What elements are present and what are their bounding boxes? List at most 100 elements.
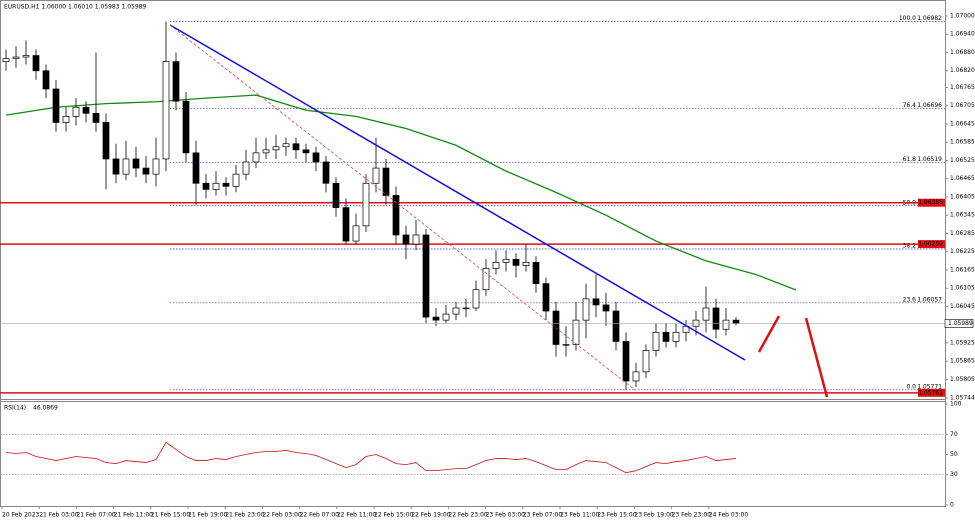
x-tick-label: 21 Feb 23:00 bbox=[225, 512, 265, 519]
candle-body bbox=[652, 331, 660, 351]
y-tick-label: 1.06765 bbox=[950, 84, 975, 91]
candle-body bbox=[542, 283, 550, 312]
x-tick-label: 20 Feb 2023 bbox=[2, 512, 40, 519]
x-tick-label: 21 Feb 11:00 bbox=[114, 512, 154, 519]
y-tick-label: 1.05805 bbox=[950, 376, 975, 383]
candle-body bbox=[272, 146, 280, 151]
candle-body bbox=[202, 182, 210, 190]
candle-body bbox=[492, 262, 500, 269]
candle-body bbox=[442, 313, 450, 321]
x-tick-label: 21 Feb 19:00 bbox=[188, 512, 228, 519]
candle-body bbox=[182, 100, 190, 154]
candle-body bbox=[562, 344, 570, 346]
level-tag bbox=[918, 198, 945, 207]
fib-level-name: 38.2 bbox=[903, 242, 917, 249]
fib-level-name: 100.0 bbox=[899, 15, 916, 22]
rsi-tick-label: 100 bbox=[950, 401, 962, 408]
candle-body bbox=[532, 262, 540, 284]
candle-body bbox=[32, 55, 40, 72]
y-tick-label: 1.06880 bbox=[950, 49, 975, 56]
fib-level-value: 1.06057 bbox=[917, 296, 942, 303]
level-label: 1.06250 bbox=[918, 241, 943, 248]
arrow-up bbox=[757, 315, 781, 353]
candle-body bbox=[632, 371, 640, 382]
candle-body bbox=[672, 331, 680, 342]
candle-body bbox=[692, 319, 700, 327]
y-tick-label: 1.06225 bbox=[950, 248, 975, 255]
y-tick-label: 1.06345 bbox=[950, 212, 975, 219]
arrow-down bbox=[804, 317, 829, 398]
candle-body bbox=[662, 331, 670, 342]
candle-body bbox=[422, 234, 430, 318]
candle-body bbox=[712, 307, 720, 330]
candle-body bbox=[362, 182, 370, 227]
candle-body bbox=[122, 158, 130, 175]
candle-body bbox=[82, 106, 90, 114]
candle-body bbox=[482, 268, 490, 291]
candle-body bbox=[412, 234, 420, 245]
rsi-tick-label: 0 bbox=[950, 502, 954, 509]
y-tick-label: 1.06645 bbox=[950, 120, 975, 127]
y-tick-label: 1.05925 bbox=[950, 339, 975, 346]
rsi-name: RSI(14) bbox=[4, 405, 26, 412]
x-tick-label: 23 Feb 07:00 bbox=[523, 512, 563, 519]
fib-level-value: 1.06982 bbox=[917, 15, 942, 22]
candle-body bbox=[372, 167, 380, 184]
candle-body bbox=[292, 143, 300, 151]
rsi-tick-label: 70 bbox=[950, 431, 958, 438]
candle-body bbox=[462, 307, 470, 310]
y-tick-label: 1.07000 bbox=[950, 13, 975, 20]
candle-body bbox=[452, 307, 460, 315]
x-tick-label: 22 Feb 07:00 bbox=[300, 512, 340, 519]
y-tick-label: 1.06165 bbox=[950, 266, 975, 273]
level-tag bbox=[918, 388, 945, 397]
rsi-line bbox=[5, 441, 737, 474]
y-tick-label: 1.06045 bbox=[950, 303, 975, 310]
y-tick-label: 1.05744 bbox=[950, 395, 975, 402]
x-tick-label: 22 Feb 23:00 bbox=[448, 512, 488, 519]
candle-body bbox=[582, 298, 590, 321]
fib-level-value: 1.05771 bbox=[917, 383, 942, 390]
y-tick-label: 1.06940 bbox=[950, 31, 975, 38]
y-tick-label: 1.06285 bbox=[950, 230, 975, 237]
fib-level-name: 61.8 bbox=[903, 156, 917, 163]
x-tick-label: 24 Feb 03:00 bbox=[709, 512, 749, 519]
candle-body bbox=[392, 195, 400, 236]
candle-body bbox=[722, 319, 730, 330]
plot: 1.07000 1.06940 1.06880 1.06820 1.06765 1.067… bbox=[0, 13, 975, 519]
candle-body bbox=[102, 122, 110, 160]
fib-line bbox=[169, 24, 636, 391]
x-tick-label: 21 Feb 15:00 bbox=[151, 512, 191, 519]
candle-body bbox=[212, 182, 220, 190]
candle-body bbox=[432, 316, 440, 321]
x-tick-label: 21 Feb 03:00 bbox=[39, 512, 79, 519]
y-tick-label: 1.05865 bbox=[950, 358, 975, 365]
candle-body bbox=[232, 173, 240, 187]
x-tick-label: 21 Feb 07:00 bbox=[76, 512, 116, 519]
candle-body bbox=[352, 225, 360, 242]
x-tick-label: 23 Feb 11:00 bbox=[560, 512, 600, 519]
candle-body bbox=[702, 307, 710, 321]
chart-title: EURUSD,H1 1.06000 1.06010 1.05983 1.0598… bbox=[4, 4, 146, 11]
candle-body bbox=[622, 341, 630, 382]
candle-body bbox=[112, 158, 120, 175]
frame bbox=[0, 0, 946, 507]
candle-body bbox=[602, 304, 610, 312]
candle-body bbox=[252, 152, 260, 163]
candle-body bbox=[332, 182, 340, 208]
rsi-tick-label: 30 bbox=[950, 471, 958, 478]
candle-body bbox=[72, 106, 80, 117]
y-tick-label: 1.06820 bbox=[950, 67, 975, 74]
candle-body bbox=[522, 262, 530, 266]
x-tick-label: 22 Feb 11:00 bbox=[337, 512, 377, 519]
candle-body bbox=[512, 258, 520, 266]
y-tick-label: 1.06465 bbox=[950, 175, 975, 182]
candle-body bbox=[192, 152, 200, 184]
fib-level-name: 0.0 bbox=[906, 383, 916, 390]
x-tick-label: 22 Feb 15:00 bbox=[374, 512, 414, 519]
rsi-last: 46.0869 bbox=[33, 405, 58, 412]
fib-level-value: 1.06696 bbox=[917, 102, 942, 109]
candle-body bbox=[282, 143, 290, 148]
candle-body bbox=[22, 55, 30, 58]
